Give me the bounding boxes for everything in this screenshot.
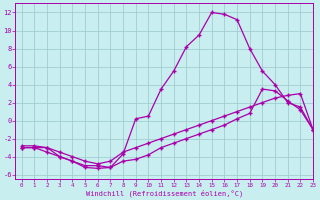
- X-axis label: Windchill (Refroidissement éolien,°C): Windchill (Refroidissement éolien,°C): [86, 189, 243, 197]
